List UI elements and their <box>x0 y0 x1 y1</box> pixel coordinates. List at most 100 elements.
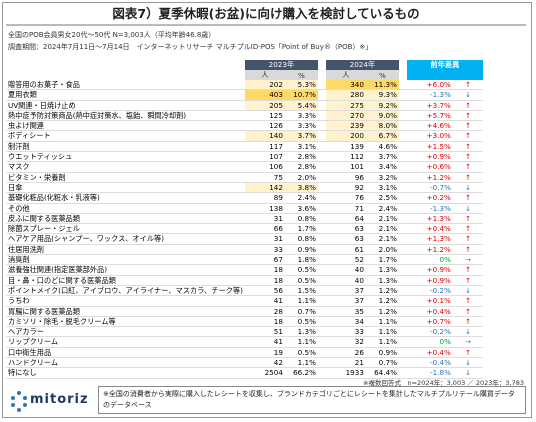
cell <box>398 89 407 101</box>
cell: 3.8% <box>284 182 318 194</box>
cell: +1.5% <box>406 141 453 153</box>
cell: 41 <box>244 336 285 348</box>
cell: 日傘 <box>6 182 245 194</box>
row: リップクリーム 41 1.1% 32 1.1% 0% → <box>6 336 483 348</box>
group-header: 前年差異 <box>406 60 483 70</box>
cell: ウエットティッシュ <box>6 151 245 163</box>
cell: 1.1% <box>365 336 399 348</box>
cell: 139 <box>325 141 366 153</box>
cell: 特になし <box>6 367 245 379</box>
cell: 0.7% <box>365 357 399 369</box>
cell: 126 <box>244 120 285 132</box>
cell: ↓ <box>452 89 483 101</box>
cell <box>317 306 326 317</box>
cell <box>317 141 326 153</box>
cell: 1.1% <box>365 316 399 328</box>
cell: 37 <box>325 295 366 307</box>
cell: 胃腸に関する医薬品類 <box>6 306 245 317</box>
cell: 4.6% <box>365 141 399 153</box>
cell: 270 <box>325 110 366 122</box>
cell: 21 <box>325 357 366 369</box>
cell: 1.5% <box>284 285 318 297</box>
cell <box>398 233 407 245</box>
cell: ヘアケア用品(シャンプー、ワックス、オイル等) <box>6 233 245 245</box>
cell: 夏用衣類 <box>6 89 245 101</box>
cell: 2.0% <box>365 244 399 256</box>
cell <box>398 264 407 276</box>
cell <box>317 285 326 297</box>
note: 全国のPOB会員男女20代～50代 N=3,003人（平均年齢46.8歳） <box>8 31 216 39</box>
cell <box>317 100 326 111</box>
cell: 19 <box>244 347 285 359</box>
cell: ビタミン・栄養剤 <box>6 172 245 183</box>
cell: 18 <box>244 275 285 286</box>
cell: 2.1% <box>365 233 399 245</box>
row: 基礎化粧品(化粧水・乳液等) 89 2.4% 76 2.5% +0.2% ↑ <box>6 192 483 204</box>
cell: → <box>452 254 483 266</box>
cell: 340 <box>325 80 366 91</box>
cell <box>398 130 407 142</box>
cell: → <box>452 336 483 348</box>
cell: 1.1% <box>284 336 318 348</box>
cell: 275 <box>325 100 366 111</box>
cell: 5.4% <box>284 100 318 111</box>
cell: 125 <box>244 110 285 122</box>
title: 図表7）夏季休暇(お盆)に向け購入を検討しているもの <box>6 4 526 26</box>
cell: -1.3% <box>406 203 453 214</box>
cell <box>398 141 407 153</box>
cell <box>317 110 326 122</box>
cell <box>317 203 326 214</box>
subheader: 人 <box>325 70 366 80</box>
cell: 67 <box>244 254 285 266</box>
cell: 35 <box>325 306 366 317</box>
row: ヘアカラー 51 1.3% 33 1.1% -0.2% ↓ <box>6 326 483 338</box>
cell <box>398 357 407 369</box>
cell: +0.4% <box>406 347 453 359</box>
subheader: % <box>284 70 318 80</box>
cell: +0.4% <box>406 223 453 235</box>
table: 2023年 2024年 前年差異 人% 人% 贈答用のお菓子・食品 202 5.3% 340… <box>6 60 483 379</box>
cell: ハンドクリーム <box>6 357 245 369</box>
row: 熱中症予防対策商品(熱中症対策水、塩飴、瞬間冷却剤) 125 3.3% 270 9.0%… <box>6 110 483 122</box>
cell: 虫よけ関連 <box>6 120 245 132</box>
cell: 目・鼻・口のどに関する医薬品類 <box>6 275 245 286</box>
row: 日傘 142 3.8% 92 3.1% -0.7% ↓ <box>6 182 483 194</box>
cell: -1.3% <box>406 89 453 101</box>
cell <box>317 336 326 348</box>
cell: 2.0% <box>284 172 318 183</box>
row: 夏用衣類 403 10.7% 280 9.3% -1.3% ↓ <box>6 89 483 101</box>
cell: 28 <box>244 306 285 317</box>
row: 目・鼻・口のどに関する医薬品類 18 0.5% 40 1.3% +0.9% ↑ <box>6 275 483 286</box>
cell: ↑ <box>452 161 483 173</box>
row: ボディシート 140 3.7% 200 6.7% +3.0% ↑ <box>6 130 483 142</box>
cell: 33 <box>244 244 285 256</box>
row: その他 138 3.6% 71 2.4% -1.3% ↓ <box>6 203 483 214</box>
cell: 2.1% <box>365 223 399 235</box>
cell <box>317 172 326 183</box>
cell: ↑ <box>452 192 483 204</box>
cell: 熱中症予防対策商品(熱中症対策水、塩飴、瞬間冷却剤) <box>6 110 245 122</box>
cell: 0% <box>406 336 453 348</box>
cell <box>398 285 407 297</box>
cell: ↓ <box>452 326 483 338</box>
cell <box>398 161 407 173</box>
cell <box>398 306 407 317</box>
cell: 1.1% <box>284 295 318 307</box>
cell <box>317 223 326 235</box>
group-header: 2023年 <box>244 60 318 70</box>
group-header: 2024年 <box>325 60 399 70</box>
cell <box>317 120 326 132</box>
cell: 除菌スプレー・ジェル <box>6 223 245 235</box>
cell <box>398 367 407 379</box>
cell: 18 <box>244 316 285 328</box>
cell: 202 <box>244 80 285 91</box>
cell: ↑ <box>452 223 483 235</box>
cell: ↑ <box>452 80 483 91</box>
cell: 205 <box>244 100 285 111</box>
cell: 63 <box>325 223 366 235</box>
cell: 3.3% <box>284 110 318 122</box>
cell: 42 <box>244 357 285 369</box>
cell: うちわ <box>6 295 245 307</box>
cell: 3.2% <box>365 172 399 183</box>
